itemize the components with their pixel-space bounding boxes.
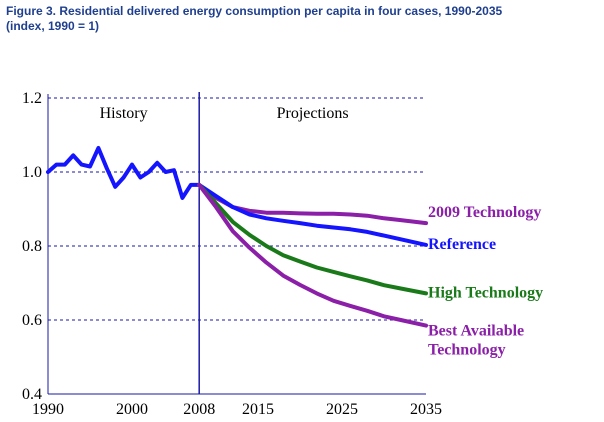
series-label-line: High Technology [428, 284, 543, 301]
figure-subtitle: (index, 1990 = 1) [6, 19, 100, 33]
y-tick-label: 1.0 [22, 164, 42, 181]
x-tick-label: 2015 [242, 401, 274, 418]
x-tick-label: 1990 [32, 401, 64, 418]
y-tick-label: 0.6 [22, 312, 42, 329]
series-line-2009-technology [197, 182, 428, 226]
series-line-reference [197, 182, 428, 247]
series-label-line: Best Available [428, 323, 524, 340]
figure-title-line-1: Figure 3. Residential delivered energy c… [6, 4, 503, 18]
series-label-2009-technology: 2009 Technology [428, 204, 541, 221]
series-line-high-technology [197, 182, 428, 296]
series-lines [46, 146, 428, 328]
series-label-reference: Reference [428, 236, 496, 253]
y-tick-label: 1.2 [22, 90, 42, 107]
series-line-history [46, 146, 202, 200]
history-label: History [100, 105, 148, 122]
x-tick-label: 2025 [326, 401, 358, 418]
figure-title: Figure 3. Residential delivered energy c… [6, 4, 596, 34]
x-tick-label: 2035 [410, 401, 442, 418]
series-label-best-available-technology: Best Available Technology [428, 323, 524, 359]
x-tick-label: 2000 [116, 401, 148, 418]
axes: 0.4 0.6 0.8 1.0 1.2 1990 2000 2008 2015 2025 2035 H… [22, 90, 442, 418]
series-label-line: Reference [428, 236, 496, 253]
gridlines [48, 97, 426, 321]
projections-label: Projections [277, 105, 349, 122]
series-line-best-available-technology [197, 182, 428, 328]
series-label-high-technology: High Technology [428, 284, 543, 301]
y-tick-label: 0.8 [22, 238, 42, 255]
series-label-line: 2009 Technology [428, 204, 541, 221]
y-tick-label: 0.4 [22, 386, 42, 403]
series-label-line: Technology [428, 342, 506, 359]
series-labels: 2009 Technology Reference High Technology B… [428, 204, 543, 358]
x-tick-label: 2008 [183, 401, 215, 418]
